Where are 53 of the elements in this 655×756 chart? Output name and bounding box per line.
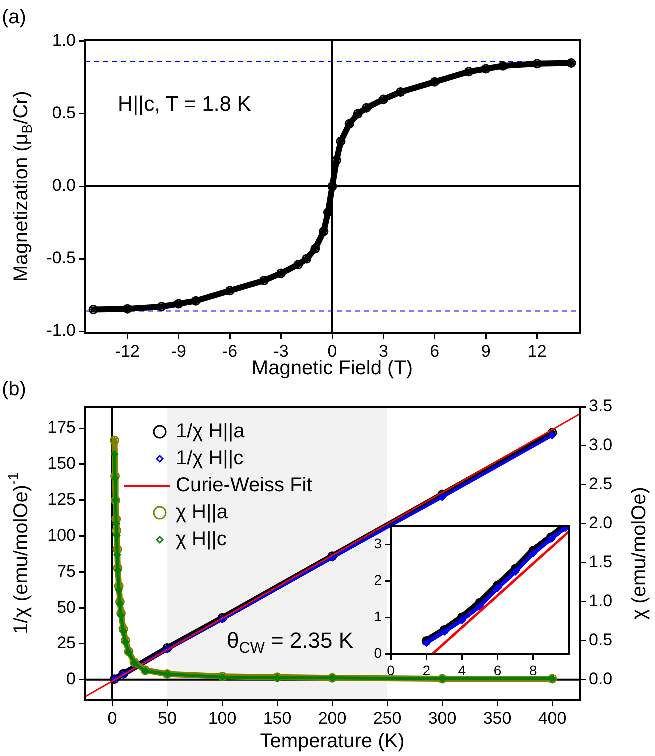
y-tick-label: 50 bbox=[57, 598, 76, 617]
y-tick-label: 1.0 bbox=[52, 31, 76, 50]
x-tick-label: 0 bbox=[108, 708, 118, 728]
y2-tick-label: 0.5 bbox=[589, 630, 613, 650]
x-tick-label: 4 bbox=[458, 662, 466, 678]
x-tick-label: 200 bbox=[318, 708, 347, 728]
text: (a) bbox=[2, 6, 26, 29]
x-tick-label: 2 bbox=[422, 662, 431, 678]
y2-tick-label: 2.5 bbox=[589, 474, 613, 494]
x-axis-title: Temperature (K) bbox=[260, 730, 405, 753]
x-tick-label: 100 bbox=[208, 708, 237, 728]
x-tick-label: 250 bbox=[373, 708, 402, 728]
y-tick-label: 0.0 bbox=[52, 176, 76, 196]
x-tick-label: 300 bbox=[428, 708, 457, 728]
y2-tick-label: 3.0 bbox=[589, 436, 613, 455]
legend-label: Curie-Weiss Fit bbox=[176, 474, 313, 497]
y-tick-label: -1.0 bbox=[46, 321, 76, 340]
y-tick-label: -0.5 bbox=[46, 248, 76, 268]
x-tick-label: 6 bbox=[430, 342, 440, 361]
y2-tick-label: 1.5 bbox=[589, 552, 613, 572]
y-axis-title: 1/χ (emu/molOe)-1 bbox=[4, 472, 33, 634]
legend-label: 1/χ H||c bbox=[176, 448, 244, 470]
y-tick-label: 75 bbox=[57, 562, 76, 581]
y-tick-label: 3 bbox=[374, 535, 382, 552]
x-tick-label: -9 bbox=[171, 342, 186, 361]
x-tick-label: 12 bbox=[528, 342, 547, 361]
x-tick-label: -12 bbox=[115, 342, 140, 361]
legend-label: χ H||a bbox=[176, 502, 229, 524]
x-tick-label: -6 bbox=[222, 342, 238, 361]
y-tick-label: 175 bbox=[48, 418, 76, 438]
y-tick-label: 25 bbox=[57, 634, 76, 653]
x-tick-label: 350 bbox=[483, 708, 512, 728]
y2-tick-label: 2.0 bbox=[589, 514, 613, 533]
y2-axis-title: χ (emu/molOe) bbox=[628, 487, 651, 620]
x-tick-label: 50 bbox=[158, 708, 177, 728]
x-tick-label: 9 bbox=[481, 342, 491, 361]
y-tick-label: 2 bbox=[374, 572, 382, 588]
y-tick-label: 150 bbox=[48, 454, 76, 474]
text: (b) bbox=[2, 378, 26, 401]
x-tick-label: 400 bbox=[538, 708, 567, 728]
y-tick-label: 0.5 bbox=[52, 104, 76, 123]
legend-label: χ H||c bbox=[176, 528, 227, 551]
y-tick-label: 1 bbox=[374, 608, 382, 624]
y2-tick-label: 0.0 bbox=[589, 669, 613, 688]
y2-tick-label: 3.5 bbox=[589, 396, 613, 416]
legend-label: 1/χ H||a bbox=[176, 420, 246, 443]
y-axis-title: Magnetization (μB/Cr) bbox=[10, 91, 35, 282]
y-tick-label: 125 bbox=[48, 490, 76, 510]
y2-tick-label: 1.0 bbox=[589, 592, 613, 610]
y-tick-label: 100 bbox=[48, 526, 76, 545]
y-tick-label: 0 bbox=[374, 644, 382, 661]
x-tick-label: 150 bbox=[263, 708, 292, 728]
annotation: H||c, T = 1.8 K bbox=[118, 92, 252, 116]
